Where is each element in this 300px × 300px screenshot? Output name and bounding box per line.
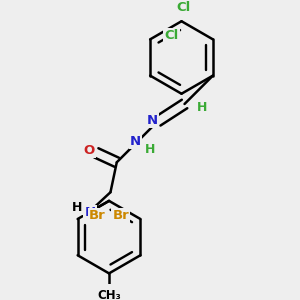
Text: H: H — [72, 200, 82, 214]
Text: CH₃: CH₃ — [97, 289, 121, 300]
Text: Cl: Cl — [164, 29, 179, 42]
Text: Br: Br — [112, 209, 129, 222]
Text: N: N — [84, 206, 95, 219]
Text: H: H — [145, 143, 155, 156]
Text: N: N — [130, 135, 141, 148]
Text: Br: Br — [89, 209, 106, 222]
Text: O: O — [84, 144, 95, 157]
Text: Cl: Cl — [176, 1, 190, 13]
Text: N: N — [146, 114, 158, 127]
Text: H: H — [197, 100, 207, 114]
